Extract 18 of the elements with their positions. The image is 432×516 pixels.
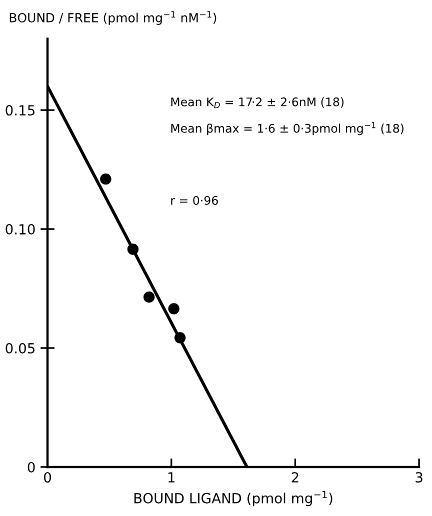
- y-tick-label: 0.15: [6, 105, 34, 116]
- point: [143, 291, 155, 303]
- x-tick-label: 2: [292, 472, 298, 482]
- point: [168, 303, 180, 314]
- annotation: Mean K$_{D}$ = 17·2 ± 2·6nM (18): [171, 97, 344, 108]
- x-tick-label: 0: [44, 472, 52, 483]
- annotation: r = 0·96: [171, 196, 218, 205]
- y-tick-label: 0.10: [6, 224, 35, 235]
- annotation: Mean βmax = 1·6 ± 0·3pmol mg$^{−1}$ (18): [171, 122, 404, 136]
- point: [127, 244, 139, 255]
- y-tick-label: 0.05: [6, 342, 34, 354]
- point: [100, 173, 112, 185]
- x-tick-label: 1: [168, 472, 174, 482]
- y-axis-title: BOUND / FREE (pmol mg$^{−1}$ nM$^{−1}$): [10, 11, 216, 25]
- x-tick-label: 3: [416, 472, 422, 483]
- x-axis-title: BOUND LIGAND (pmol mg$^{−1}$): [134, 490, 332, 506]
- y-tick-label: 0: [28, 462, 35, 472]
- point: [174, 332, 186, 344]
